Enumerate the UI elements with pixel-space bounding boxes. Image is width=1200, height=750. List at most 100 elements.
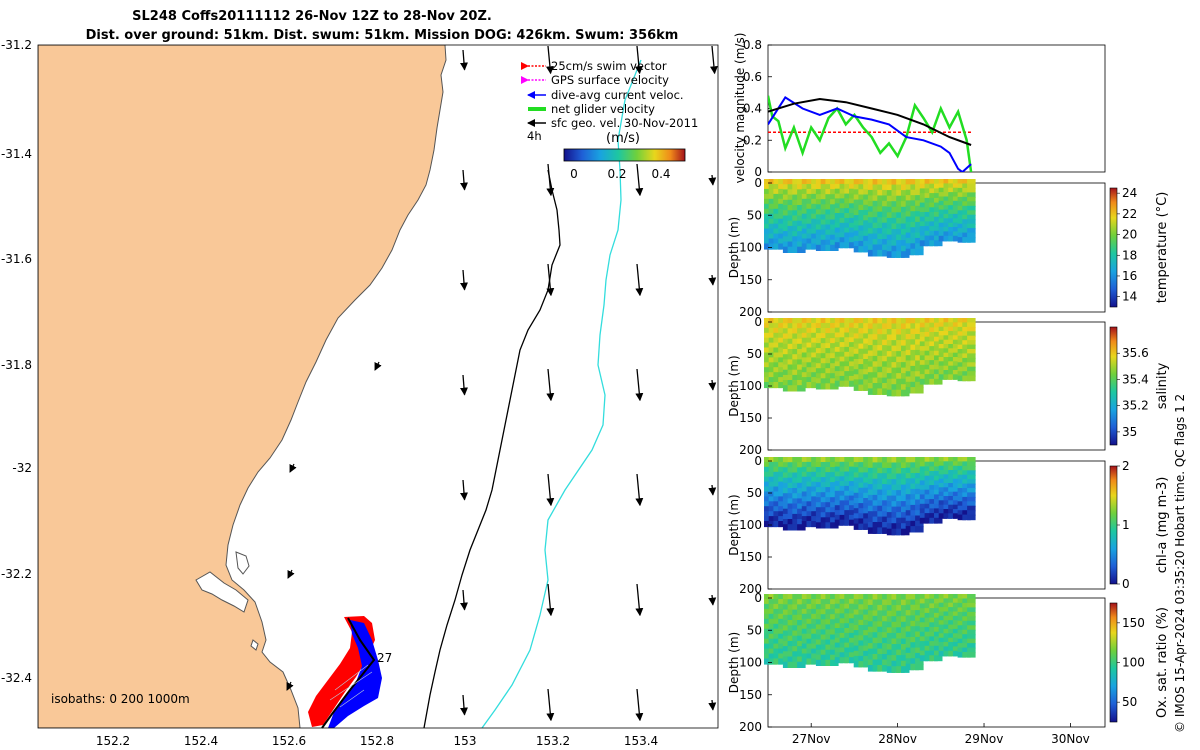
section-cell bbox=[792, 640, 801, 648]
sfc-geo-arrow bbox=[546, 583, 555, 617]
section-cell bbox=[886, 621, 896, 629]
velocity-panel: 00.20.40.60.8 velocity magnitude (m/s) bbox=[733, 33, 1106, 183]
velocity-y-tick: 0 bbox=[754, 165, 762, 179]
section-cell bbox=[952, 491, 962, 498]
section-cell bbox=[801, 218, 811, 225]
section-cell bbox=[778, 198, 787, 205]
section-cell bbox=[901, 373, 910, 380]
section-cell bbox=[962, 505, 971, 512]
section-cell bbox=[820, 522, 830, 529]
section-cell bbox=[938, 483, 948, 489]
sfc-geo-arrow bbox=[546, 263, 555, 297]
section-cell bbox=[943, 218, 952, 224]
section-cell bbox=[967, 375, 976, 382]
section-cell bbox=[853, 472, 863, 479]
section-cell bbox=[806, 382, 815, 389]
section-cell bbox=[948, 474, 957, 480]
section-cell bbox=[778, 633, 787, 640]
section-cell bbox=[782, 380, 792, 387]
section-y-tick: 150 bbox=[739, 550, 762, 564]
section-cell bbox=[938, 624, 948, 631]
section-cell bbox=[792, 225, 801, 233]
section-cell bbox=[934, 612, 943, 619]
section-cell bbox=[877, 184, 886, 192]
section-cell bbox=[839, 647, 849, 654]
section-cell bbox=[853, 333, 863, 340]
section-cell bbox=[863, 179, 872, 186]
section-cell bbox=[882, 632, 891, 639]
section-cell bbox=[773, 318, 782, 325]
section-cell bbox=[938, 642, 948, 648]
section-cell bbox=[886, 644, 896, 651]
section-cell bbox=[820, 333, 830, 340]
section-cell bbox=[863, 348, 872, 355]
section-cell bbox=[882, 244, 891, 252]
section-cell bbox=[858, 384, 867, 391]
section-cell bbox=[764, 506, 773, 513]
section-cell bbox=[849, 657, 858, 664]
section-cell bbox=[948, 500, 957, 506]
section-cell bbox=[882, 328, 891, 336]
section-cell bbox=[863, 523, 872, 530]
section-cell bbox=[924, 221, 934, 228]
section-cell bbox=[764, 218, 773, 225]
section-cell bbox=[934, 457, 943, 463]
section-cell bbox=[782, 609, 792, 616]
section-cell bbox=[929, 461, 938, 468]
section-cell bbox=[849, 642, 858, 649]
section-cell bbox=[839, 594, 849, 600]
section-cell bbox=[915, 371, 924, 378]
section-cell bbox=[967, 620, 976, 627]
section-cell bbox=[901, 506, 910, 514]
section-cell bbox=[882, 345, 891, 352]
section-cell bbox=[934, 327, 943, 334]
section-cell bbox=[882, 610, 891, 617]
section-cell bbox=[806, 188, 815, 195]
section-cell bbox=[801, 521, 811, 528]
section-cell bbox=[863, 467, 872, 474]
section-cell bbox=[773, 347, 782, 354]
section-cell bbox=[844, 346, 853, 353]
section-cell bbox=[882, 478, 891, 486]
section-cell bbox=[924, 332, 934, 338]
section-cell bbox=[792, 349, 801, 356]
section-cell bbox=[919, 193, 929, 199]
section-cell bbox=[891, 660, 900, 668]
section-cell bbox=[801, 511, 811, 518]
section-cell bbox=[967, 488, 976, 494]
section-cell bbox=[844, 237, 853, 244]
section-cell bbox=[806, 327, 815, 334]
section-cell bbox=[787, 205, 797, 212]
section-cell bbox=[815, 472, 825, 479]
section-cell bbox=[957, 228, 967, 234]
section-cell bbox=[853, 348, 863, 355]
section-cell bbox=[962, 192, 971, 198]
section-cell bbox=[806, 643, 815, 650]
section-cell bbox=[877, 222, 886, 230]
section-cell bbox=[853, 625, 863, 632]
section-cell bbox=[778, 208, 787, 215]
section-cell bbox=[764, 461, 773, 468]
section-cell bbox=[938, 478, 948, 485]
section-cell bbox=[858, 364, 867, 371]
section-cell bbox=[858, 619, 867, 627]
section-cell bbox=[924, 346, 934, 352]
section-cell bbox=[905, 360, 915, 367]
section-cell bbox=[863, 661, 872, 668]
section-cell bbox=[801, 471, 811, 478]
section-cell bbox=[801, 322, 811, 329]
section-cell bbox=[915, 467, 924, 474]
section-cell bbox=[872, 462, 882, 469]
section-cell bbox=[877, 610, 886, 617]
velocity-y-tick: 0.8 bbox=[743, 38, 762, 52]
section-cell bbox=[934, 179, 943, 185]
section-cell bbox=[957, 183, 967, 190]
section-cell bbox=[882, 339, 891, 347]
section-cell bbox=[929, 517, 938, 524]
section-cell bbox=[782, 630, 792, 637]
section-cell bbox=[929, 608, 938, 614]
section-cell bbox=[811, 179, 820, 186]
section-cell bbox=[858, 492, 867, 500]
section-cell bbox=[915, 339, 924, 346]
section-cell bbox=[967, 210, 976, 216]
